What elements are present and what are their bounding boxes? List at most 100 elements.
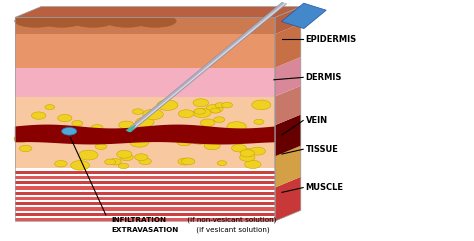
Circle shape — [45, 105, 55, 110]
Text: VEIN: VEIN — [306, 116, 328, 125]
Circle shape — [254, 119, 264, 124]
Circle shape — [55, 161, 67, 167]
Text: INFILTRATION: INFILTRATION — [112, 217, 167, 223]
Circle shape — [243, 132, 261, 141]
Circle shape — [135, 154, 148, 161]
Polygon shape — [275, 86, 301, 125]
Text: (if non-vesicant solution): (if non-vesicant solution) — [185, 217, 276, 223]
Circle shape — [62, 127, 77, 135]
Text: TISSUE: TISSUE — [306, 145, 338, 154]
Circle shape — [25, 127, 42, 135]
Polygon shape — [15, 68, 275, 97]
Circle shape — [252, 100, 271, 110]
Circle shape — [217, 161, 227, 166]
Circle shape — [117, 150, 132, 158]
Polygon shape — [15, 97, 275, 168]
Polygon shape — [15, 192, 275, 195]
Polygon shape — [15, 171, 275, 174]
Circle shape — [222, 102, 233, 108]
Circle shape — [132, 109, 143, 114]
Circle shape — [82, 133, 95, 140]
Circle shape — [210, 108, 220, 113]
Circle shape — [79, 150, 98, 160]
Circle shape — [181, 158, 195, 165]
Text: MUSCLE: MUSCLE — [306, 183, 344, 192]
Circle shape — [250, 147, 265, 155]
Polygon shape — [15, 34, 275, 68]
Circle shape — [178, 158, 191, 165]
Polygon shape — [275, 57, 301, 97]
Circle shape — [19, 145, 32, 152]
Text: EXTRAVASATION: EXTRAVASATION — [112, 227, 179, 233]
Circle shape — [88, 132, 106, 141]
Circle shape — [194, 108, 205, 114]
Polygon shape — [275, 114, 301, 156]
Circle shape — [130, 138, 149, 147]
Circle shape — [91, 125, 103, 131]
Circle shape — [72, 120, 83, 126]
Circle shape — [14, 135, 29, 143]
Circle shape — [227, 122, 246, 132]
Polygon shape — [15, 218, 275, 221]
Polygon shape — [126, 125, 136, 132]
Circle shape — [118, 163, 129, 169]
Polygon shape — [275, 146, 301, 187]
Circle shape — [240, 148, 255, 156]
Circle shape — [64, 131, 78, 138]
Polygon shape — [282, 3, 326, 29]
Circle shape — [231, 144, 246, 152]
Polygon shape — [15, 181, 275, 184]
Polygon shape — [15, 208, 275, 211]
Polygon shape — [15, 17, 275, 34]
Circle shape — [215, 103, 225, 108]
Ellipse shape — [14, 14, 57, 28]
Polygon shape — [275, 23, 301, 68]
Circle shape — [143, 109, 163, 120]
Polygon shape — [15, 125, 275, 144]
Circle shape — [31, 112, 46, 119]
Text: EPIDERMIS: EPIDERMIS — [306, 34, 356, 44]
Circle shape — [206, 104, 223, 113]
Polygon shape — [126, 2, 287, 132]
Ellipse shape — [134, 14, 176, 28]
Text: (if vesicant solution): (if vesicant solution) — [193, 226, 269, 233]
Polygon shape — [15, 213, 275, 216]
Ellipse shape — [105, 14, 148, 28]
Circle shape — [245, 160, 261, 168]
Circle shape — [17, 128, 34, 136]
Polygon shape — [15, 186, 275, 189]
Polygon shape — [15, 202, 275, 205]
Polygon shape — [275, 7, 301, 34]
Ellipse shape — [72, 14, 114, 28]
Ellipse shape — [40, 14, 83, 28]
Circle shape — [177, 138, 191, 146]
Polygon shape — [275, 177, 301, 221]
Circle shape — [240, 154, 255, 161]
Circle shape — [193, 99, 209, 107]
Circle shape — [214, 117, 225, 122]
Circle shape — [240, 150, 255, 157]
Circle shape — [190, 134, 210, 144]
Text: DERMIS: DERMIS — [306, 73, 342, 82]
Circle shape — [178, 110, 194, 118]
Circle shape — [71, 161, 90, 170]
Circle shape — [215, 134, 231, 142]
Circle shape — [114, 132, 133, 142]
Circle shape — [212, 128, 227, 136]
Circle shape — [139, 158, 151, 165]
Circle shape — [200, 119, 215, 127]
Circle shape — [70, 126, 82, 132]
Circle shape — [189, 128, 206, 136]
Circle shape — [136, 117, 154, 127]
Circle shape — [120, 154, 133, 161]
Circle shape — [204, 142, 220, 150]
Polygon shape — [15, 197, 275, 200]
Polygon shape — [15, 7, 301, 17]
Circle shape — [193, 108, 211, 117]
Circle shape — [118, 121, 134, 129]
Circle shape — [105, 159, 116, 165]
Polygon shape — [15, 176, 275, 179]
Circle shape — [109, 159, 121, 165]
Circle shape — [95, 144, 107, 149]
Circle shape — [157, 100, 178, 110]
